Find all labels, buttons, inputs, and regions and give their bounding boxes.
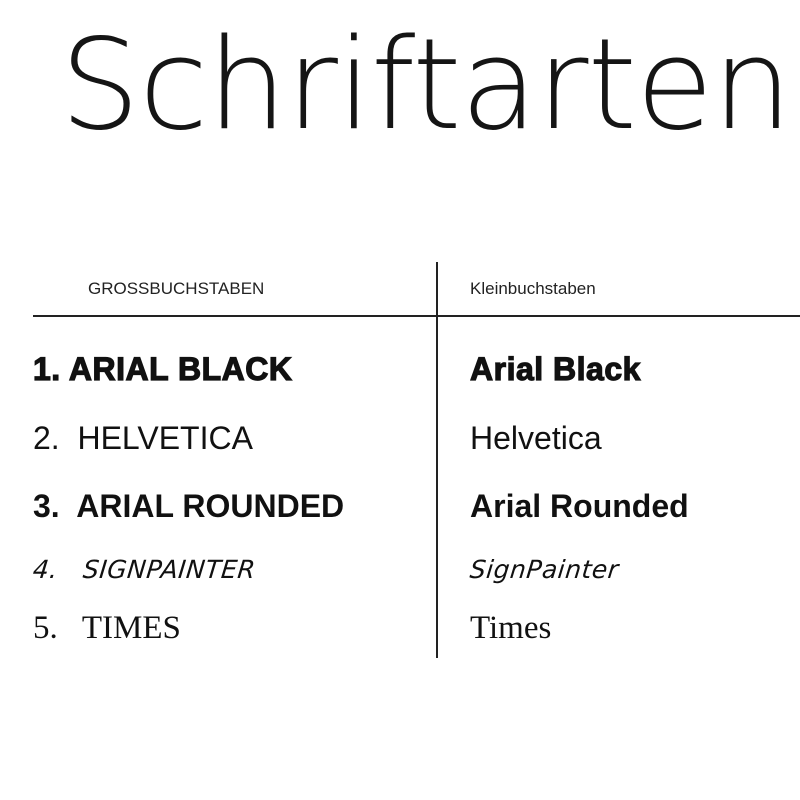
column-divider: [436, 262, 438, 658]
row-2-upper: 2. HELVETICA: [33, 420, 253, 456]
header-divider: [33, 315, 800, 317]
row-3-upper: 3. ARIAL ROUNDED: [33, 488, 345, 524]
row-3-lower: Arial Rounded: [470, 488, 689, 524]
row-1-lower: Arial Black: [469, 351, 641, 387]
row-5-upper: 5. TIMES: [33, 610, 181, 646]
row-2-lower: Helvetica: [470, 420, 602, 456]
page-title: Schriftarten: [60, 11, 792, 158]
row-1-upper: 1. ARIAL BLACK: [32, 351, 293, 387]
row-4-upper: 4. SIGNPAINTER: [31, 555, 257, 584]
row-4-lower: SignPainter: [468, 555, 621, 584]
header-lowercase: Kleinbuchstaben: [470, 279, 596, 298]
row-5-lower: Times: [470, 610, 552, 646]
header-uppercase: GROSSBUCHSTABEN: [88, 279, 265, 298]
